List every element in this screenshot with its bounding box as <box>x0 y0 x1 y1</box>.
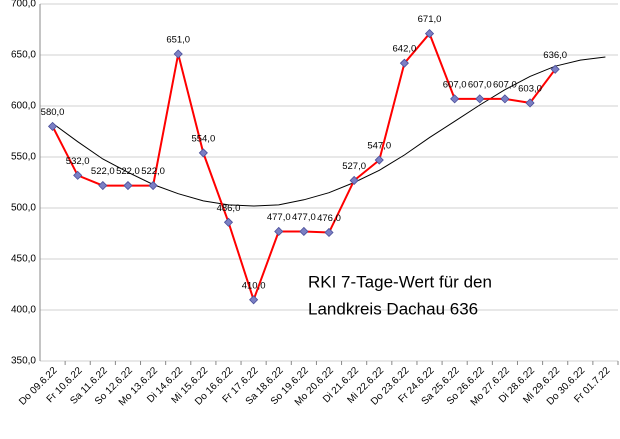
value-label: 477,0 <box>292 212 316 223</box>
marker <box>450 94 460 104</box>
value-label: 671,0 <box>418 14 442 25</box>
value-label: 486,0 <box>217 203 241 214</box>
annotation: RKI 7-Tage-Wert für den <box>308 272 492 291</box>
marker <box>223 217 234 227</box>
y-tick-label: 400,0 <box>11 305 36 316</box>
value-label: 532,0 <box>66 156 90 167</box>
y-tick-label: 450,0 <box>11 254 36 265</box>
plot: 350,0 400,0 450,0 500,0 550,0 600,0 650,0 700,0… <box>11 0 619 408</box>
y-tick-label: 700,0 <box>11 0 36 10</box>
value-label: 476,0 <box>317 213 341 224</box>
marker <box>123 180 133 191</box>
marker <box>73 170 83 180</box>
value-label: 651,0 <box>166 34 190 45</box>
trendline <box>52 56 606 207</box>
marker <box>525 98 535 108</box>
marker <box>47 121 58 131</box>
value-label: 642,0 <box>393 44 417 55</box>
marker <box>424 29 435 39</box>
value-label: 527,0 <box>342 161 366 172</box>
marker <box>148 180 158 191</box>
marker <box>324 227 334 238</box>
value-label: 607,0 <box>493 79 517 90</box>
marker <box>500 94 510 104</box>
marker <box>173 49 183 59</box>
marker <box>198 148 208 158</box>
value-label: 554,0 <box>191 133 215 144</box>
marker <box>550 64 560 74</box>
y-tick-label: 650,0 <box>11 50 36 61</box>
marker <box>374 155 384 165</box>
value-label: 522,0 <box>141 166 165 177</box>
marker <box>299 226 309 237</box>
value-label: 547,0 <box>367 141 391 152</box>
y-tick-label: 550,0 <box>11 152 36 163</box>
marker <box>98 180 108 191</box>
value-label: 477,0 <box>267 212 291 223</box>
y-tick-label: 600,0 <box>11 101 36 112</box>
marker <box>475 94 485 104</box>
marker <box>249 295 259 305</box>
value-label: 603,0 <box>518 83 542 94</box>
value-label: 580,0 <box>41 107 65 118</box>
value-label: 522,0 <box>116 166 140 177</box>
value-label: 522,0 <box>91 166 115 177</box>
marker <box>349 175 359 186</box>
value-label: 607,0 <box>468 79 492 90</box>
annotation: Landkreis Dachau 636 <box>308 299 478 318</box>
value-label: 636,0 <box>543 50 567 61</box>
marker <box>399 58 409 68</box>
value-label: 410,0 <box>242 280 266 291</box>
y-tick-label: 500,0 <box>11 203 36 214</box>
value-label: 607,0 <box>443 79 467 90</box>
y-tick-label: 350,0 <box>11 356 36 367</box>
marker <box>274 226 284 237</box>
